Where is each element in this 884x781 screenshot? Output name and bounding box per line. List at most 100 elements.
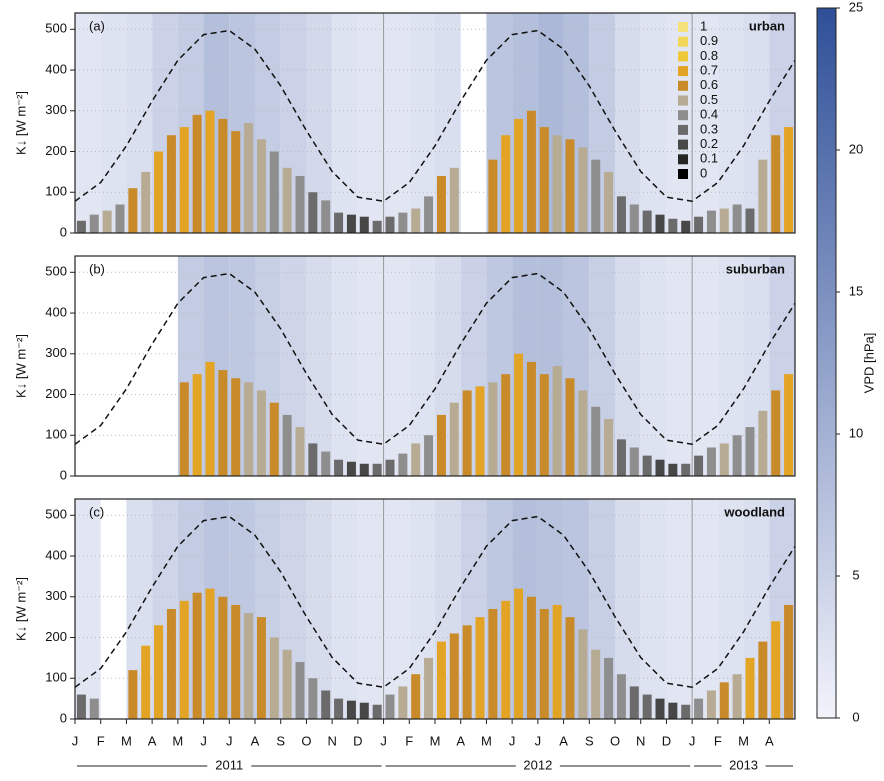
- x-tick-label: O: [301, 733, 311, 748]
- bar: [398, 686, 408, 719]
- vpd-band: [357, 499, 384, 719]
- bar: [488, 609, 498, 719]
- x-tick-label: A: [559, 733, 568, 748]
- bar: [565, 617, 575, 719]
- vpd-band: [640, 499, 667, 719]
- bar: [385, 459, 395, 476]
- bar: [681, 220, 691, 233]
- panel-label: (b): [89, 261, 105, 276]
- legend-swatch: [678, 95, 688, 106]
- bar: [308, 443, 318, 476]
- bar: [154, 151, 164, 233]
- legend-label: 0.3: [700, 121, 718, 136]
- bar: [295, 427, 305, 476]
- x-tick-label: J: [200, 733, 207, 748]
- vpd-band: [357, 13, 384, 233]
- bar: [449, 167, 459, 233]
- x-tick-label: D: [353, 733, 362, 748]
- bar: [578, 390, 588, 476]
- x-tick-label: D: [662, 733, 671, 748]
- bar: [591, 649, 601, 719]
- bar: [89, 698, 99, 719]
- bar: [256, 390, 266, 476]
- bar: [526, 110, 536, 233]
- x-tick-label: M: [121, 733, 132, 748]
- bar: [745, 208, 755, 233]
- bar: [411, 208, 421, 233]
- bar: [205, 361, 215, 476]
- bar: [681, 704, 691, 719]
- x-tick-label: M: [430, 733, 441, 748]
- bar: [231, 131, 241, 233]
- bar: [475, 617, 485, 719]
- bar: [102, 210, 112, 233]
- bar: [475, 386, 485, 476]
- x-tick-label: J: [72, 733, 79, 748]
- y-axis-label: K↓ [W m⁻²]: [13, 91, 28, 155]
- bar: [539, 609, 549, 719]
- vpd-band: [332, 256, 358, 476]
- bar: [668, 218, 678, 233]
- bar: [334, 212, 344, 233]
- y-tick-label: 500: [45, 264, 67, 279]
- vpd-band: [75, 13, 101, 233]
- bar: [616, 196, 626, 233]
- bar: [179, 127, 189, 233]
- bar: [372, 704, 382, 719]
- bar: [436, 175, 446, 233]
- bar: [269, 637, 279, 719]
- colorbar: [816, 7, 837, 719]
- bar: [745, 657, 755, 719]
- bar: [629, 204, 639, 233]
- bar: [462, 625, 472, 719]
- bar: [346, 214, 356, 233]
- legend-swatch: [678, 139, 688, 150]
- bar: [514, 118, 524, 233]
- bar: [668, 702, 678, 719]
- bar: [424, 435, 434, 476]
- bar: [552, 366, 562, 476]
- y-tick-label: 0: [60, 224, 67, 239]
- vpd-band: [692, 256, 718, 476]
- bar: [629, 447, 639, 476]
- y-tick-label: 300: [45, 102, 67, 117]
- bar: [784, 127, 794, 233]
- bar: [385, 694, 395, 719]
- bar: [565, 378, 575, 476]
- bar: [501, 135, 511, 233]
- bar: [295, 175, 305, 233]
- bar: [205, 588, 215, 719]
- clear-sky-line: [74, 272, 796, 446]
- bar: [449, 402, 459, 476]
- bar: [719, 208, 729, 233]
- bar: [244, 382, 254, 476]
- x-tick-label: A: [148, 733, 157, 748]
- bar: [166, 135, 176, 233]
- bar: [282, 167, 292, 233]
- x-tick-label: F: [97, 733, 105, 748]
- panel-frame: [74, 255, 796, 477]
- bar: [308, 678, 318, 719]
- x-tick-label: J: [509, 733, 516, 748]
- bar: [308, 192, 318, 233]
- bar: [526, 361, 536, 476]
- bar: [706, 690, 716, 719]
- bar: [758, 410, 768, 476]
- x-tick-label: F: [714, 733, 722, 748]
- bar: [552, 604, 562, 719]
- bar: [578, 147, 588, 233]
- bar: [334, 698, 344, 719]
- bar: [411, 443, 421, 476]
- bar: [321, 200, 331, 233]
- bar: [488, 382, 498, 476]
- x-tick-label: N: [636, 733, 645, 748]
- y-tick-label: 300: [45, 345, 67, 360]
- bar: [758, 159, 768, 233]
- bar: [604, 171, 614, 233]
- legend-label: 1: [700, 18, 707, 33]
- bar: [565, 139, 575, 233]
- x-tick-label: A: [765, 733, 774, 748]
- bar: [411, 674, 421, 719]
